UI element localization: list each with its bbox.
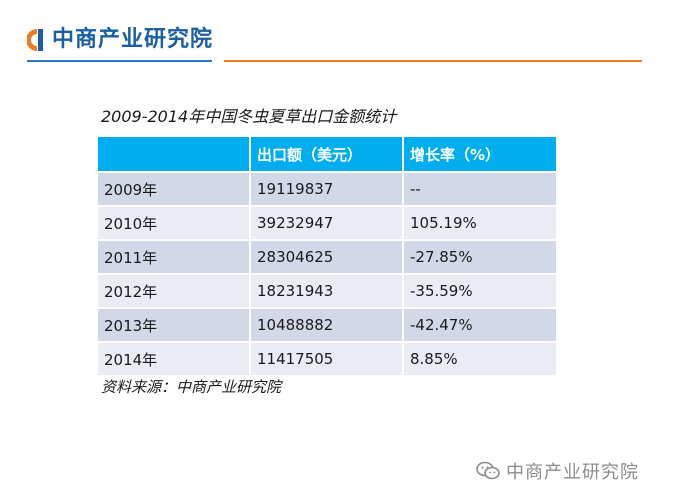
cell-growth: -27.85%: [403, 239, 558, 274]
watermark: 中商产业研究院: [476, 458, 639, 484]
cell-growth: -35.59%: [403, 273, 558, 308]
table-row: 2013年 10488882 -42.47%: [98, 307, 558, 342]
cell-export: 11417505: [250, 341, 404, 375]
watermark-text: 中商产业研究院: [506, 462, 639, 483]
cell-growth: 105.19%: [403, 205, 558, 240]
brand-name: 中商产业研究院: [52, 27, 214, 52]
cell-year: 2014年: [98, 341, 251, 375]
table-row: 2011年 28304625 -27.85%: [98, 239, 558, 274]
cell-year: 2013年: [98, 307, 251, 342]
header-rule-blue: [27, 60, 212, 62]
cell-year: 2009年: [98, 171, 251, 206]
header-year: [98, 137, 251, 172]
header-growth: 增长率（%）: [403, 137, 558, 172]
cell-year: 2012年: [98, 273, 251, 308]
table-row: 2014年 11417505 8.85%: [98, 341, 558, 375]
table-title: 2009-2014年中国冬虫夏草出口金额统计: [101, 107, 397, 126]
table-row: 2009年 19119837 --: [98, 171, 558, 206]
source-note: 资料来源：中商产业研究院: [101, 378, 282, 396]
table-row: 2012年 18231943 -35.59%: [98, 273, 558, 308]
cell-export: 28304625: [250, 239, 404, 274]
cell-export: 19119837: [250, 171, 404, 206]
cell-export: 18231943: [250, 273, 404, 308]
ci-logo-icon: [27, 29, 43, 51]
cell-growth: -42.47%: [403, 307, 558, 342]
cell-year: 2011年: [98, 239, 251, 274]
table-header-row: 出口额（美元） 增长率（%）: [98, 137, 558, 172]
cell-growth: --: [403, 171, 558, 206]
cell-year: 2010年: [98, 205, 251, 240]
export-table: 出口额（美元） 增长率（%） 2009年 19119837 -- 2010年 3…: [98, 137, 558, 375]
wechat-icon: [476, 461, 500, 480]
header: 中商产业研究院: [0, 0, 680, 64]
header-export: 出口额（美元）: [250, 137, 404, 172]
cell-export: 39232947: [250, 205, 404, 240]
cell-export: 10488882: [250, 307, 404, 342]
header-rule-orange: [224, 60, 642, 62]
cell-growth: 8.85%: [403, 341, 558, 375]
table-row: 2010年 39232947 105.19%: [98, 205, 558, 240]
